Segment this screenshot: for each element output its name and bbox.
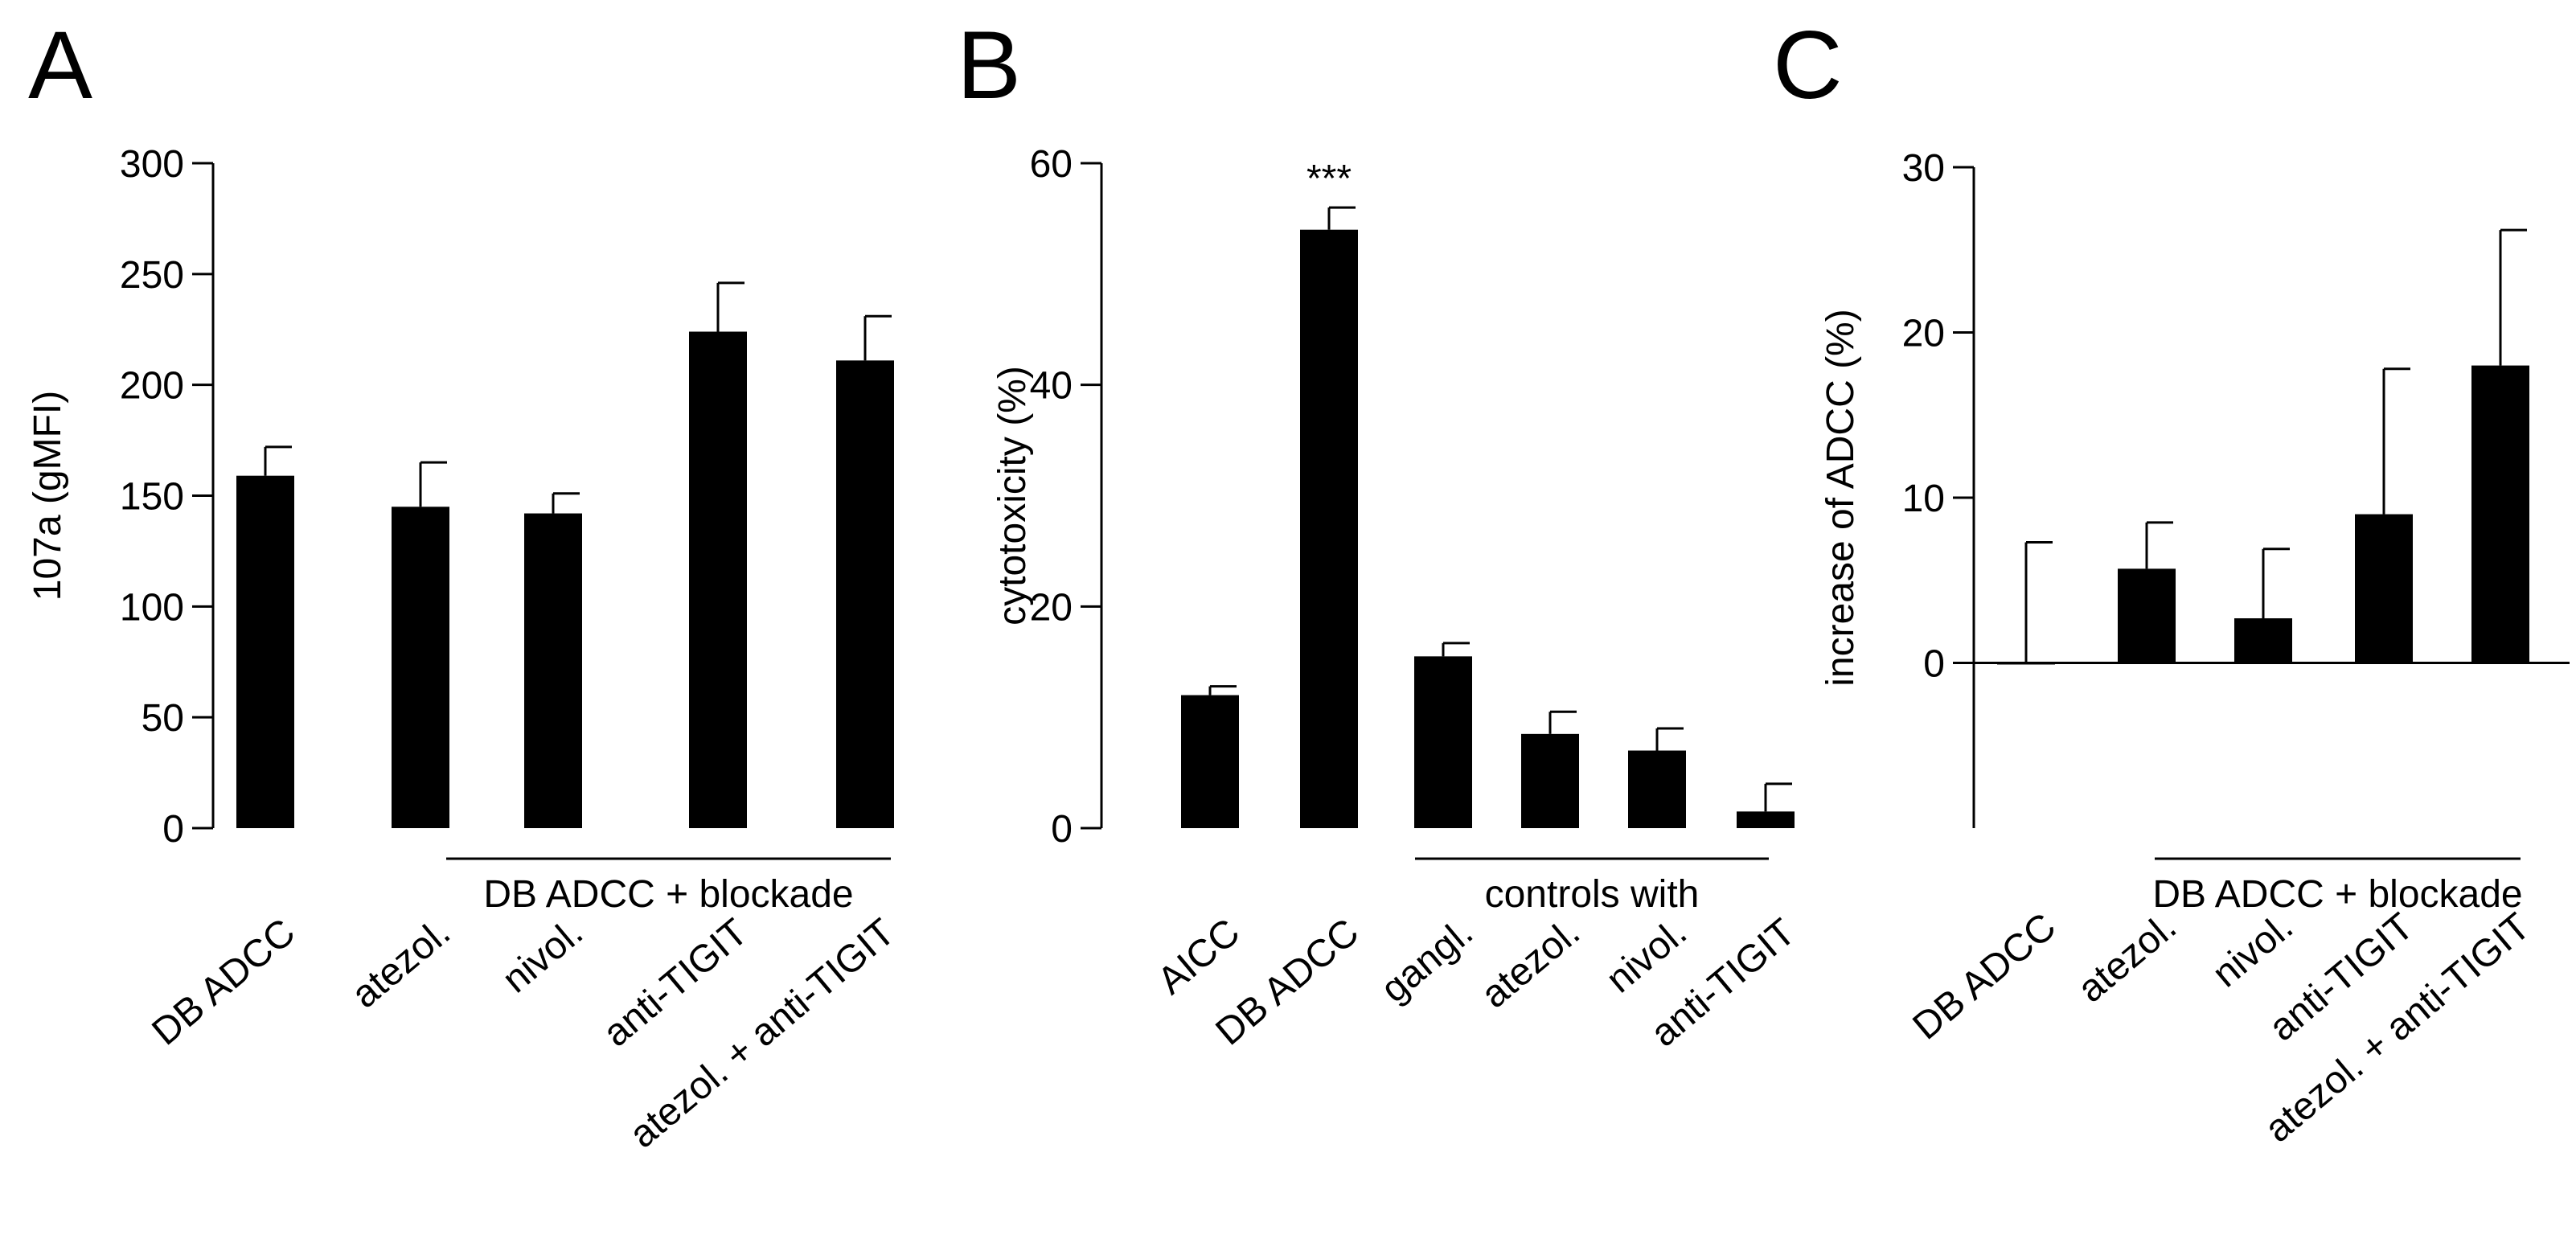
panel-a-y-tick-label: 300 [120,143,184,186]
panel-c-y-tick-label: 20 [1902,313,1945,355]
panel-c-letter: C [1773,11,1843,119]
panel-c-bar [2471,365,2529,663]
panel-b-bar [1521,733,1579,828]
panel-b-group-label: controls with [1485,873,1700,916]
panel-c-group-label: DB ADCC + blockade [2152,873,2522,916]
panel-b-bar [1300,229,1358,828]
panel-b-significance: *** [1306,158,1352,200]
panel-a-y-tick-label: 50 [142,697,184,740]
panel-b-y-tick-label: 40 [1030,365,1073,408]
panel-c-y-tick-label: 30 [1902,147,1945,190]
panel-a-y-tick-label: 100 [120,586,184,629]
panel-c-y-tick-label: 10 [1902,478,1945,520]
panel-c-bar [1997,663,2055,665]
panel-a-letter: A [28,11,92,119]
panel-a-bar [236,475,294,828]
panel-b-y-axis-label: cytotoxicity (%) [991,366,1034,626]
panel-a-y-tick-label: 250 [120,254,184,297]
panel-a-y-axis-label: 107a (gMFI) [27,391,69,601]
panel-a-bar [689,331,747,828]
panel-c-bar [2118,568,2176,663]
panel-a-y-tick-label: 0 [162,808,184,851]
panel-a-bar [836,360,894,828]
panel-b-y-tick-label: 20 [1030,586,1073,629]
panel-b-y-tick-label: 60 [1030,143,1073,186]
panel-a-bar [524,513,582,828]
panel-a-y-tick-label: 150 [120,476,184,519]
panel-b-bar [1181,695,1239,828]
panel-b-letter: B [957,11,1021,119]
panel-b-bar [1414,656,1472,828]
panel-c-y-axis-label: increase of ADCC (%) [1819,309,1862,686]
panel-b-y-tick-label: 0 [1051,808,1073,851]
panel-a-bar [392,507,449,828]
panel-a-group-label: DB ADCC + blockade [483,873,853,916]
panel-c-bar [2234,618,2292,663]
panel-a-y-tick-label: 200 [120,365,184,408]
panel-c-y-tick-label: 0 [1923,643,1945,686]
panel-b-bar [1628,750,1686,828]
panel-b-bar [1737,811,1795,828]
panel-c-bar [2355,514,2413,663]
